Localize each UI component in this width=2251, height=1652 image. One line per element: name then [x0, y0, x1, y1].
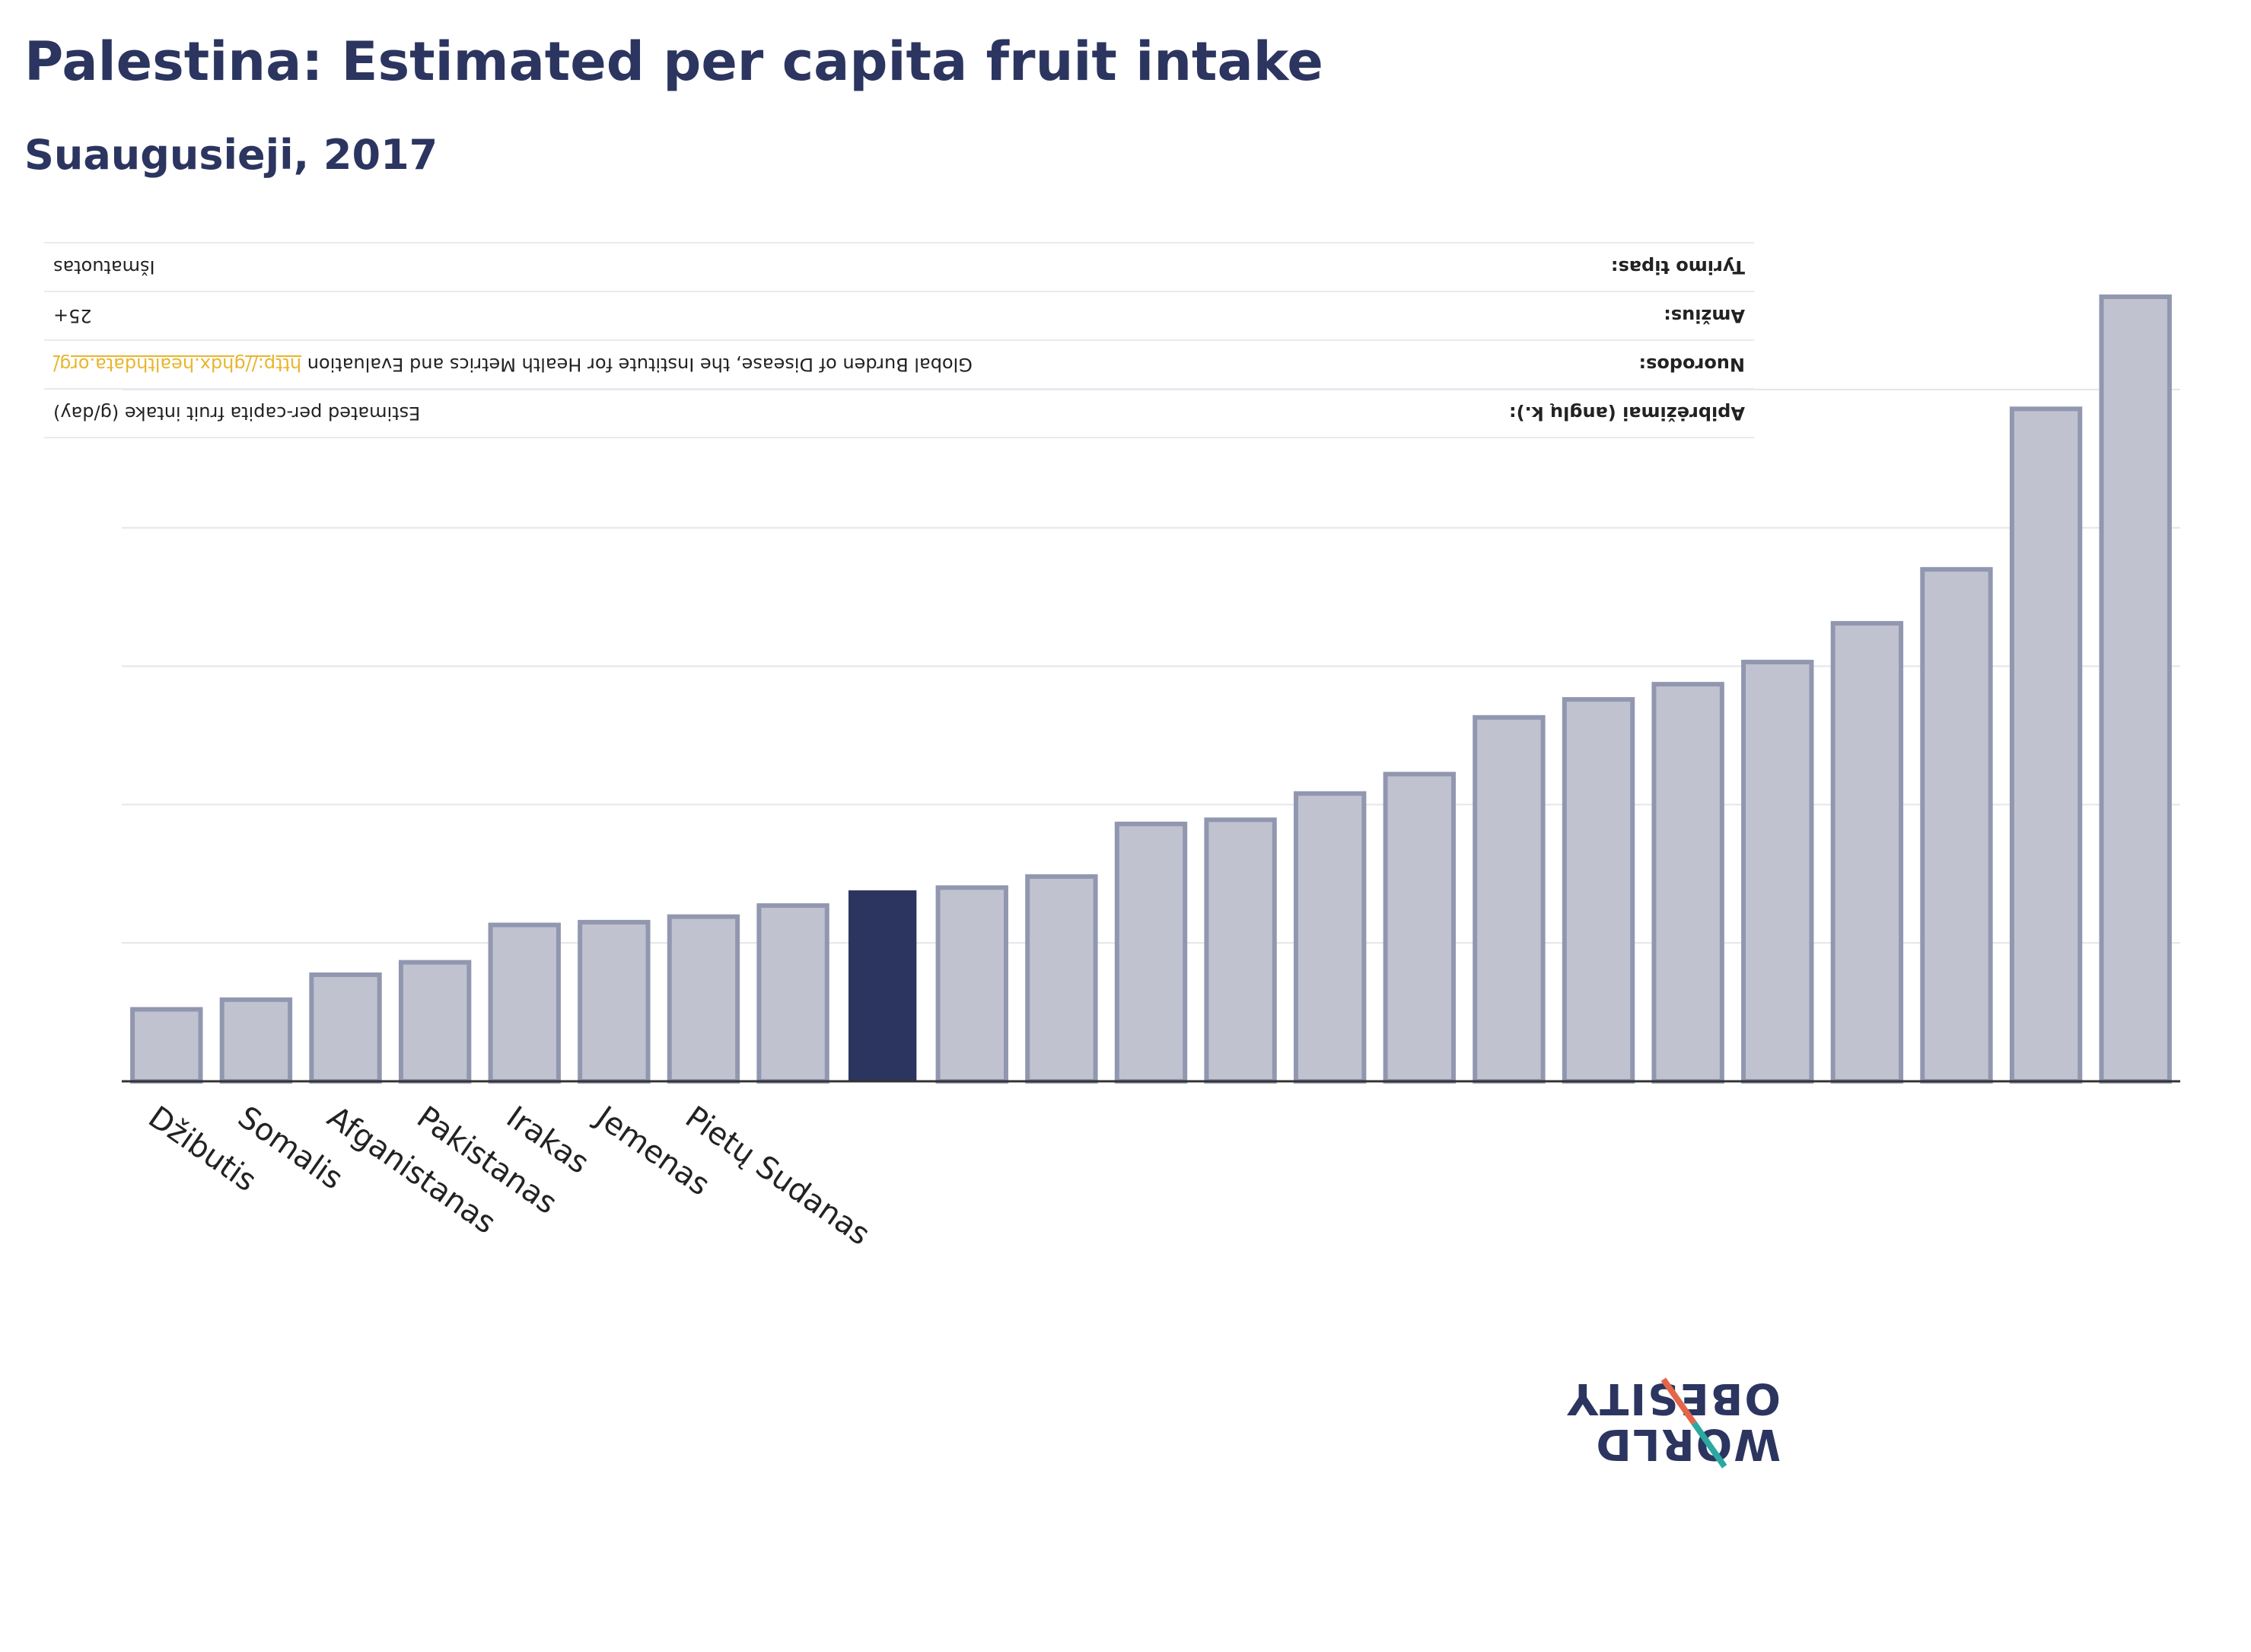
bar[interactable] — [1473, 715, 1546, 1084]
bar[interactable] — [667, 914, 740, 1084]
bar-highlighted[interactable] — [848, 890, 917, 1081]
info-value: Global Burden of Disease, the Institute … — [53, 354, 973, 375]
bar[interactable] — [935, 885, 1008, 1084]
info-value: Estimated per-capita fruit intake (g/day… — [53, 403, 421, 424]
info-label: Nuorodos: — [1638, 354, 1745, 375]
info-label: Tyrimo tipas: — [1610, 256, 1745, 278]
bar[interactable] — [398, 960, 472, 1084]
x-tick-labels: DžibutisSomalisAfganistanasPakistanasIra… — [142, 1098, 877, 1252]
info-value: 25+ — [53, 305, 92, 326]
bar[interactable] — [1920, 567, 1993, 1084]
info-row-survey-type: Tyrimo tipas: Išmatuotas — [44, 242, 1754, 291]
bar[interactable] — [130, 1007, 203, 1084]
bar[interactable] — [219, 997, 293, 1084]
bar[interactable] — [488, 922, 561, 1084]
info-label: Amžius: — [1664, 305, 1745, 326]
logo-word-world: WORLD — [1594, 1419, 1781, 1469]
chart-subtitle: Suaugusieji, 2017 — [24, 131, 438, 179]
bar[interactable] — [1741, 660, 1814, 1084]
bar[interactable] — [1830, 621, 1904, 1084]
info-row-age: Amžius: 25+ — [44, 291, 1754, 339]
source-link[interactable]: http://ghdx.healthdata.org/ — [53, 354, 302, 375]
bar[interactable] — [2009, 406, 2083, 1084]
bar[interactable] — [1114, 821, 1188, 1084]
bar[interactable] — [1204, 817, 1277, 1084]
bar[interactable] — [1651, 682, 1724, 1084]
bar[interactable] — [309, 972, 382, 1084]
info-label: Apibrėžimai (anglų k.): — [1509, 403, 1745, 424]
bar[interactable] — [1025, 874, 1098, 1084]
chart-title: Palestina: Estimated per capita fruit in… — [24, 30, 1323, 93]
bar[interactable] — [2099, 294, 2172, 1084]
bar[interactable] — [578, 919, 651, 1084]
bar[interactable] — [1383, 772, 1457, 1084]
bar[interactable] — [1294, 791, 1367, 1084]
bar[interactable] — [1562, 697, 1635, 1084]
source-text: Global Burden of Disease, the Institute … — [301, 354, 973, 375]
info-table: Apibrėžimai (anglų k.): Estimated per-ca… — [44, 242, 1754, 438]
info-value: Išmatuotas — [53, 256, 155, 278]
world-obesity-logo: WORLD OBESITY — [1560, 1362, 1781, 1476]
info-row-definition: Apibrėžimai (anglų k.): Estimated per-ca… — [44, 388, 1754, 438]
bar[interactable] — [756, 903, 829, 1084]
info-row-source: Nuorodos: Global Burden of Disease, the … — [44, 339, 1754, 388]
